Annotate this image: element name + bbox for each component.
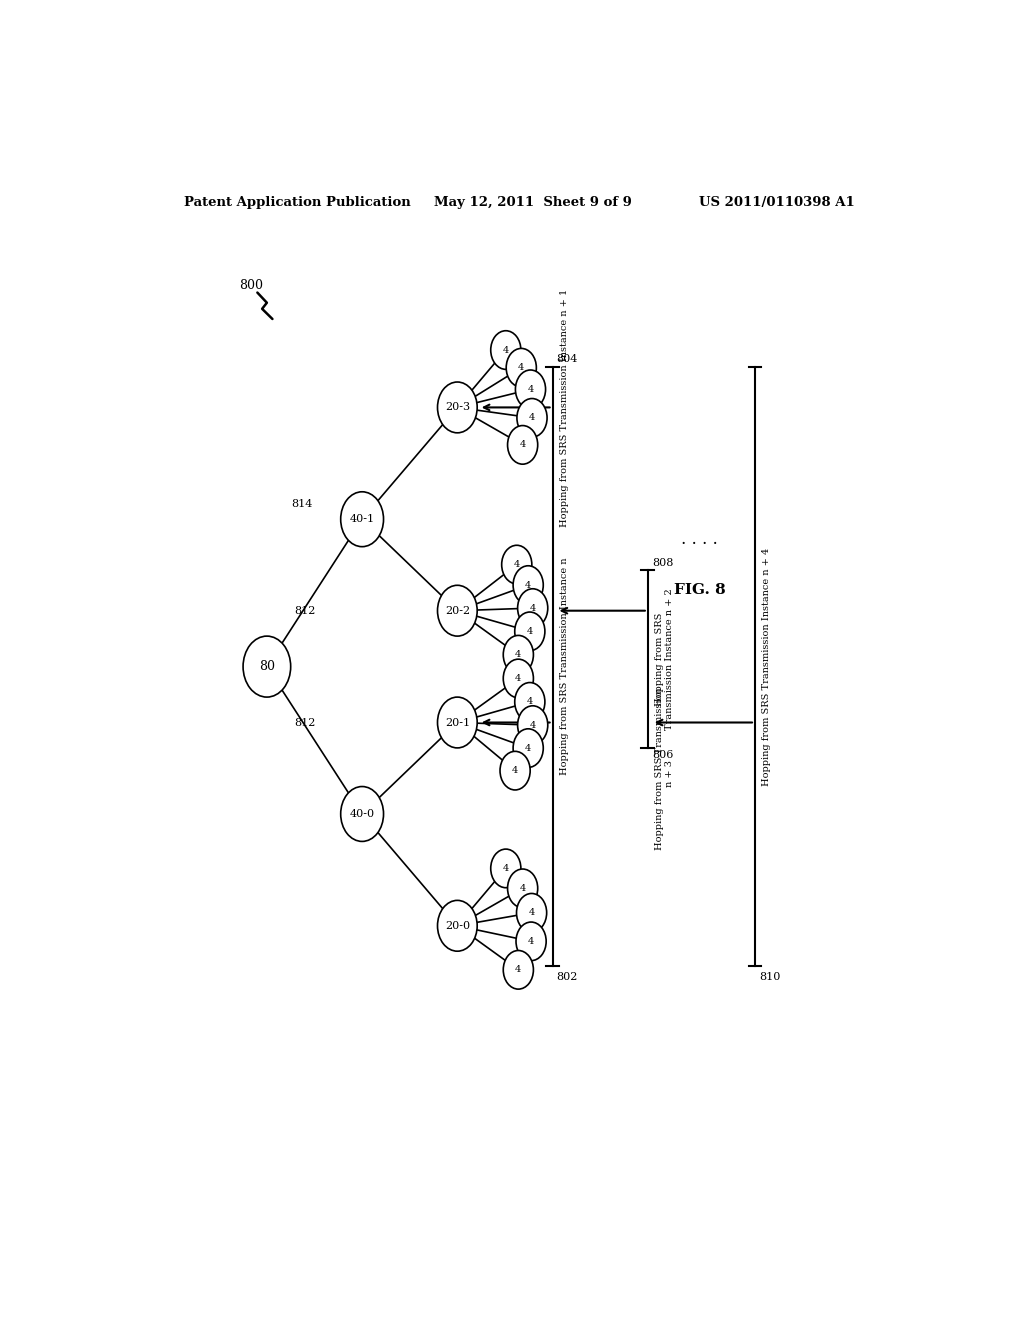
Text: Hopping from SRS Transmission Instance n: Hopping from SRS Transmission Instance n <box>560 558 568 775</box>
Text: 4: 4 <box>514 560 520 569</box>
Text: 804: 804 <box>557 354 578 364</box>
Circle shape <box>437 900 477 952</box>
Text: 4: 4 <box>515 675 521 682</box>
Circle shape <box>517 399 547 437</box>
Text: Hopping from SRS Transmission Instance n + 4: Hopping from SRS Transmission Instance n… <box>762 548 771 785</box>
Text: 4: 4 <box>519 441 525 449</box>
Text: US 2011/0110398 A1: US 2011/0110398 A1 <box>699 195 855 209</box>
Circle shape <box>516 894 547 932</box>
Circle shape <box>516 923 546 961</box>
Text: 810: 810 <box>759 972 780 982</box>
Circle shape <box>517 589 548 627</box>
Circle shape <box>513 729 544 767</box>
Text: May 12, 2011  Sheet 9 of 9: May 12, 2011 Sheet 9 of 9 <box>433 195 632 209</box>
Circle shape <box>508 869 538 908</box>
Circle shape <box>437 381 477 433</box>
Text: 40-0: 40-0 <box>349 809 375 818</box>
Text: 4: 4 <box>515 965 521 974</box>
Text: 40-1: 40-1 <box>349 515 375 524</box>
Text: 4: 4 <box>518 363 524 372</box>
Text: 800: 800 <box>239 279 263 292</box>
Text: 4: 4 <box>512 766 518 775</box>
Circle shape <box>508 425 538 465</box>
Circle shape <box>515 682 545 721</box>
Circle shape <box>437 697 477 748</box>
Text: FIG. 8: FIG. 8 <box>674 583 725 598</box>
Circle shape <box>500 751 530 789</box>
Text: 4: 4 <box>503 863 509 873</box>
Circle shape <box>437 585 477 636</box>
Text: 4: 4 <box>525 743 531 752</box>
Text: 20-2: 20-2 <box>444 606 470 615</box>
Circle shape <box>490 331 521 370</box>
Text: 4: 4 <box>527 385 534 393</box>
Text: Hopping from SRS Transmission: Hopping from SRS Transmission <box>655 686 664 850</box>
Text: 4: 4 <box>526 697 532 706</box>
Text: 812: 812 <box>295 606 316 615</box>
Text: 4: 4 <box>515 651 521 659</box>
Text: 4: 4 <box>528 908 535 917</box>
Text: 4: 4 <box>529 603 536 612</box>
Circle shape <box>515 370 546 409</box>
Circle shape <box>517 706 548 744</box>
Circle shape <box>341 492 384 546</box>
Text: 812: 812 <box>295 718 316 727</box>
Circle shape <box>503 659 534 698</box>
Circle shape <box>506 348 537 387</box>
Text: 20-0: 20-0 <box>444 921 470 931</box>
Text: . . . .: . . . . <box>681 531 718 548</box>
Text: Hopping from SRS: Hopping from SRS <box>655 612 664 706</box>
Text: 80: 80 <box>259 660 274 673</box>
Text: Hopping from SRS Transmission Instance n + 1: Hopping from SRS Transmission Instance n… <box>560 288 568 527</box>
Text: Patent Application Publication: Patent Application Publication <box>183 195 411 209</box>
Text: 4: 4 <box>526 627 532 636</box>
Text: 802: 802 <box>557 972 578 982</box>
Text: 4: 4 <box>503 346 509 355</box>
Text: 4: 4 <box>528 937 535 946</box>
Text: 4: 4 <box>519 884 525 892</box>
Text: 806: 806 <box>652 750 673 760</box>
Text: Transmission Instance n + 2: Transmission Instance n + 2 <box>666 589 674 730</box>
Circle shape <box>341 787 384 841</box>
Circle shape <box>513 566 544 605</box>
Circle shape <box>243 636 291 697</box>
Text: 4: 4 <box>529 721 536 730</box>
Text: 4: 4 <box>525 581 531 590</box>
Circle shape <box>503 950 534 989</box>
Circle shape <box>503 635 534 675</box>
Circle shape <box>490 849 521 888</box>
Text: 808: 808 <box>652 558 673 568</box>
Text: 814: 814 <box>292 499 313 510</box>
Circle shape <box>515 612 545 651</box>
Text: 20-1: 20-1 <box>444 718 470 727</box>
Text: 4: 4 <box>528 413 536 422</box>
Text: 20-3: 20-3 <box>444 403 470 412</box>
Text: n + 3: n + 3 <box>666 760 674 787</box>
Circle shape <box>502 545 531 583</box>
